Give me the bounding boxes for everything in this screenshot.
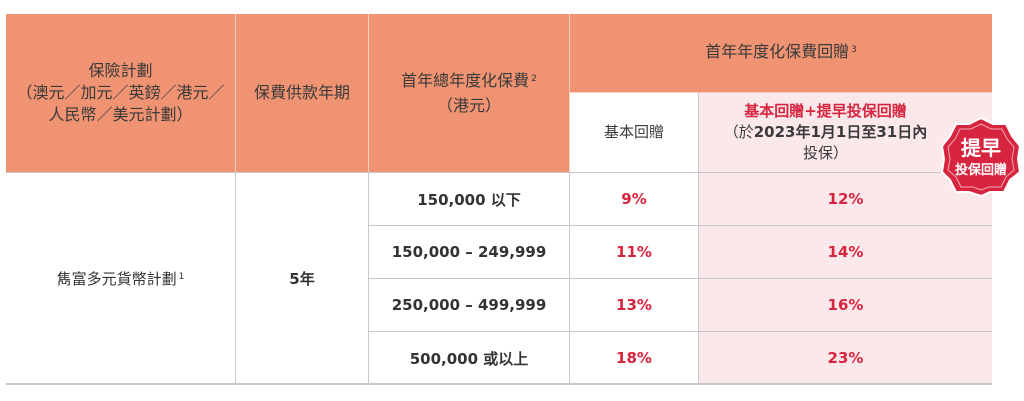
header-premium: 首年總年度化保費 2 （港元） xyxy=(369,14,569,172)
table-row-combined: 23% xyxy=(699,332,992,384)
footnote-3: 3 xyxy=(851,44,857,55)
header-premium-label: 首年總年度化保費 xyxy=(401,70,530,90)
term-cell: 5年 xyxy=(236,173,368,384)
table-row-basic: 13% xyxy=(570,279,698,331)
table-row-premium: 250,000 – 499,999 xyxy=(369,279,569,331)
premium-value: 500,000 或以上 xyxy=(409,349,529,368)
header-divider xyxy=(569,14,570,172)
table-row-basic: 11% xyxy=(570,226,698,278)
header-rebate-group: 首年年度化保費回贈 3 xyxy=(570,14,992,92)
header-combined-rebate-label: 基本回贈+提早投保回贈 xyxy=(744,102,907,120)
table-row-premium: 150,000 以下 xyxy=(369,173,569,225)
header-combined-rebate-note-line1: （於2023年1月1日至31日內 xyxy=(724,122,928,143)
header-plan-line2: （澳元／加元／英鎊／港元／ xyxy=(16,83,225,102)
premium-value: 250,000 – 499,999 xyxy=(391,296,547,314)
note-prefix: （於 xyxy=(723,123,754,141)
header-divider xyxy=(570,92,992,93)
table-divider xyxy=(369,331,992,332)
premium-value: 150,000 以下 xyxy=(417,190,521,209)
table-divider xyxy=(369,278,992,279)
header-plan: 保險計劃 （澳元／加元／英鎊／港元／ 人民幣／美元計劃） xyxy=(6,14,235,172)
header-payment-term: 保費供款年期 xyxy=(236,14,368,172)
header-plan-line1: 保險計劃 xyxy=(88,61,153,80)
badge-shape: 提早 投保回贈 xyxy=(940,116,1022,198)
header-divider xyxy=(698,93,699,172)
combined-value: 23% xyxy=(827,349,864,367)
footnote-2: 2 xyxy=(531,73,537,84)
footnote-1: 1 xyxy=(178,272,185,282)
table-row-premium: 150,000 – 249,999 xyxy=(369,226,569,278)
plan-name-cell: 雋富多元貨幣計劃 1 xyxy=(6,173,235,384)
premium-value: 150,000 – 249,999 xyxy=(391,243,547,261)
early-rebate-badge: 提早 投保回贈 xyxy=(940,116,1022,198)
header-rebate-group-label: 首年年度化保費回贈 xyxy=(705,41,850,61)
basic-value: 18% xyxy=(616,349,652,367)
table-row-premium: 500,000 或以上 xyxy=(369,332,569,384)
header-basic-rebate-label: 基本回贈 xyxy=(603,123,664,141)
table-bottom-border xyxy=(6,383,992,385)
note-date: 2023年1月1日至31日內 xyxy=(753,123,928,141)
table-divider xyxy=(235,172,236,384)
basic-value: 9% xyxy=(621,190,647,208)
term-value: 5年 xyxy=(289,270,315,288)
table-divider xyxy=(368,172,369,384)
badge-line1: 提早 xyxy=(961,136,1001,160)
table-row-combined: 12% xyxy=(699,173,992,225)
table-row-basic: 18% xyxy=(570,332,698,384)
header-plan-line3: 人民幣／美元計劃） xyxy=(48,105,193,124)
table-divider xyxy=(6,172,992,173)
table-divider xyxy=(369,225,992,226)
header-combined-rebate: 基本回贈+提早投保回贈 （於2023年1月1日至31日內 投保） xyxy=(699,93,992,172)
header-premium-line2: （港元） xyxy=(436,95,501,115)
header-basic-rebate: 基本回贈 xyxy=(570,93,698,172)
header-payment-term-label: 保費供款年期 xyxy=(253,83,350,102)
header-divider xyxy=(235,14,236,172)
table-row-combined: 16% xyxy=(699,279,992,331)
table-row-basic: 9% xyxy=(570,173,698,225)
plan-name-text: 雋富多元貨幣計劃 xyxy=(56,270,177,288)
combined-value: 14% xyxy=(827,243,864,261)
rebate-table: 保險計劃 （澳元／加元／英鎊／港元／ 人民幣／美元計劃） 保費供款年期 首年總年… xyxy=(6,14,992,385)
header-rebate-group-line: 首年年度化保費回贈 3 xyxy=(705,41,857,66)
basic-value: 13% xyxy=(616,296,652,314)
combined-value: 16% xyxy=(827,296,864,314)
header-combined-rebate-note-line2: 投保） xyxy=(802,144,848,162)
combined-value: 12% xyxy=(827,190,864,208)
table-row-combined: 14% xyxy=(699,226,992,278)
badge-line2: 投保回贈 xyxy=(955,162,1007,178)
basic-value: 11% xyxy=(616,243,652,261)
header-divider xyxy=(368,14,369,172)
plan-name: 雋富多元貨幣計劃 1 xyxy=(57,268,185,289)
header-premium-line1: 首年總年度化保費 2 xyxy=(401,70,537,95)
